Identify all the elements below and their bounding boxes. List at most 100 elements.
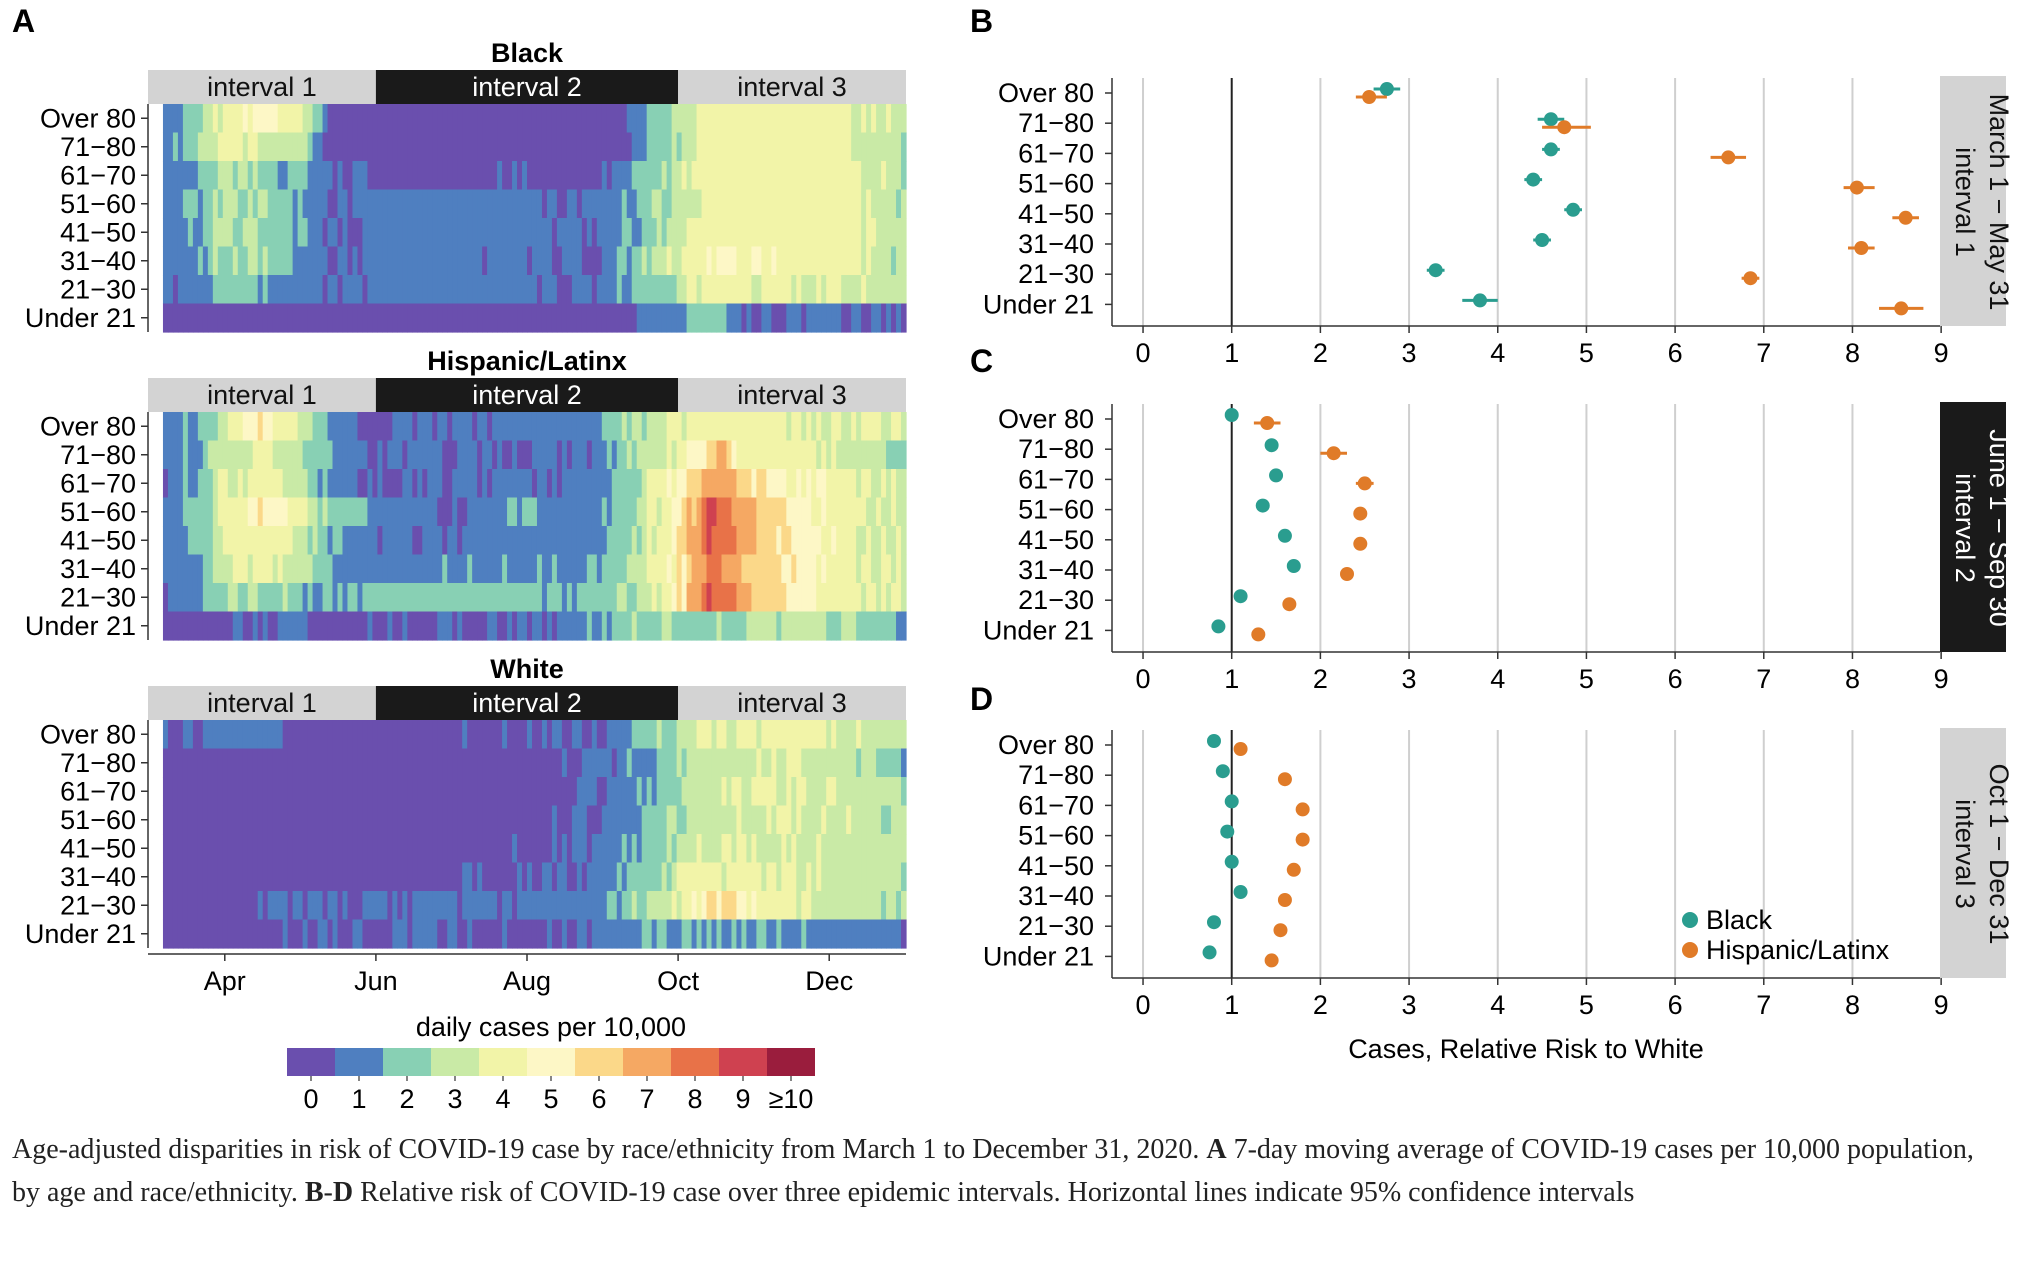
heatmap-cell [437, 497, 443, 527]
heatmap-cell [551, 275, 558, 305]
age-label: Under 21 [983, 615, 1094, 645]
colorbar-swatch [767, 1048, 815, 1076]
heatmap-cell [252, 246, 259, 276]
heatmap-cell [172, 777, 179, 807]
heatmap-cell [531, 218, 538, 248]
heatmap-cell [377, 919, 383, 949]
heatmap-cell [277, 919, 284, 949]
heatmap-cell [447, 246, 453, 276]
heatmap-cell [876, 919, 882, 949]
heatmap-cell [561, 611, 568, 641]
heatmap-cell [571, 497, 578, 527]
heatmap-cell [596, 189, 603, 219]
facet-strip [1940, 728, 2006, 978]
heatmap-cell [711, 412, 718, 442]
heatmap-cell [871, 189, 877, 219]
heatmap-cell [776, 919, 782, 949]
heatmap-cell [641, 777, 648, 807]
heatmap-cell [472, 469, 478, 499]
heatmap-cell [851, 583, 857, 613]
heatmap-cell [566, 412, 573, 442]
heatmap-cell [447, 161, 453, 191]
heatmap-cell [781, 862, 787, 892]
heatmap-cell [237, 440, 244, 470]
heatmap-cell [536, 862, 543, 892]
heatmap-cell [317, 412, 324, 442]
heatmap-cell [821, 161, 827, 191]
heatmap-cell [182, 440, 189, 470]
heatmap-cell [691, 497, 698, 527]
age-label: 41−50 [1018, 851, 1094, 881]
heatmap-cell [192, 412, 199, 442]
heatmap-cell [207, 246, 214, 276]
heatmap-cell [771, 275, 777, 305]
heatmap-cell [896, 554, 902, 584]
heatmap-cell [871, 218, 877, 248]
heatmap-cell [816, 526, 822, 556]
heatmap-cell [721, 218, 728, 248]
heatmap-cell [871, 526, 877, 556]
heatmap-cell [836, 834, 842, 864]
heatmap-cell [177, 834, 184, 864]
heatmap-cell [242, 862, 249, 892]
heatmap-cell [477, 720, 483, 750]
heatmap-cell [606, 611, 613, 641]
heatmap-cell [267, 189, 274, 219]
heatmap-cell [527, 720, 533, 750]
heatmap-cell [651, 218, 658, 248]
heatmap-cell [746, 104, 753, 134]
heatmap-cell [512, 161, 518, 191]
heatmap-cell [771, 611, 777, 641]
heatmap-cell [277, 161, 284, 191]
heatmap-cell [252, 104, 259, 134]
heatmap-cell [851, 440, 857, 470]
heatmap-cell [601, 161, 608, 191]
heatmap-cell [332, 862, 339, 892]
heatmap-cell [691, 748, 698, 778]
heatmap-cell [666, 720, 673, 750]
heatmap-cell [891, 805, 897, 835]
heatmap-cell [252, 611, 259, 641]
x-tick-label: 7 [1756, 990, 1771, 1020]
heatmap-cell [586, 720, 593, 750]
heatmap-cell [227, 189, 234, 219]
heatmap-cell [566, 611, 573, 641]
heatmap-cell [566, 526, 573, 556]
heatmap-cell [826, 919, 832, 949]
heatmap-cell [761, 919, 767, 949]
heatmap-cell [397, 104, 403, 134]
heatmap-cell [576, 583, 583, 613]
heatmap-cell [621, 132, 628, 162]
heatmap-cell [382, 132, 388, 162]
heatmap-cell [487, 611, 493, 641]
heatmap-cell [631, 440, 638, 470]
heatmap-cell [856, 469, 862, 499]
heatmap-cell [891, 246, 897, 276]
heatmap-cell [242, 720, 249, 750]
heatmap-cell [247, 526, 254, 556]
heatmap-cell [706, 412, 713, 442]
heatmap-cell [287, 583, 294, 613]
heatmap-cell [801, 720, 807, 750]
heatmap-cell [382, 805, 388, 835]
heatmap-cell [527, 862, 533, 892]
heatmap-cell [566, 919, 573, 949]
heatmap-cell [202, 862, 209, 892]
heatmap-cell [801, 440, 807, 470]
heatmap-cell [447, 583, 453, 613]
heatmap-cell [581, 611, 588, 641]
heatmap-cell [851, 891, 857, 921]
heatmap-cell [417, 469, 423, 499]
x-tick-label: 5 [1579, 338, 1594, 368]
heatmap-cell [332, 303, 339, 333]
heatmap-cell [886, 748, 892, 778]
age-label: 41−50 [60, 217, 136, 247]
heatmap-cell [497, 104, 503, 134]
heatmap-cell [576, 554, 583, 584]
heatmap-cell [452, 440, 458, 470]
heatmap-cell [711, 132, 718, 162]
heatmap-cell [507, 440, 513, 470]
heatmap-cell [856, 440, 862, 470]
heatmap-cell [307, 303, 314, 333]
heatmap-cell [646, 412, 653, 442]
